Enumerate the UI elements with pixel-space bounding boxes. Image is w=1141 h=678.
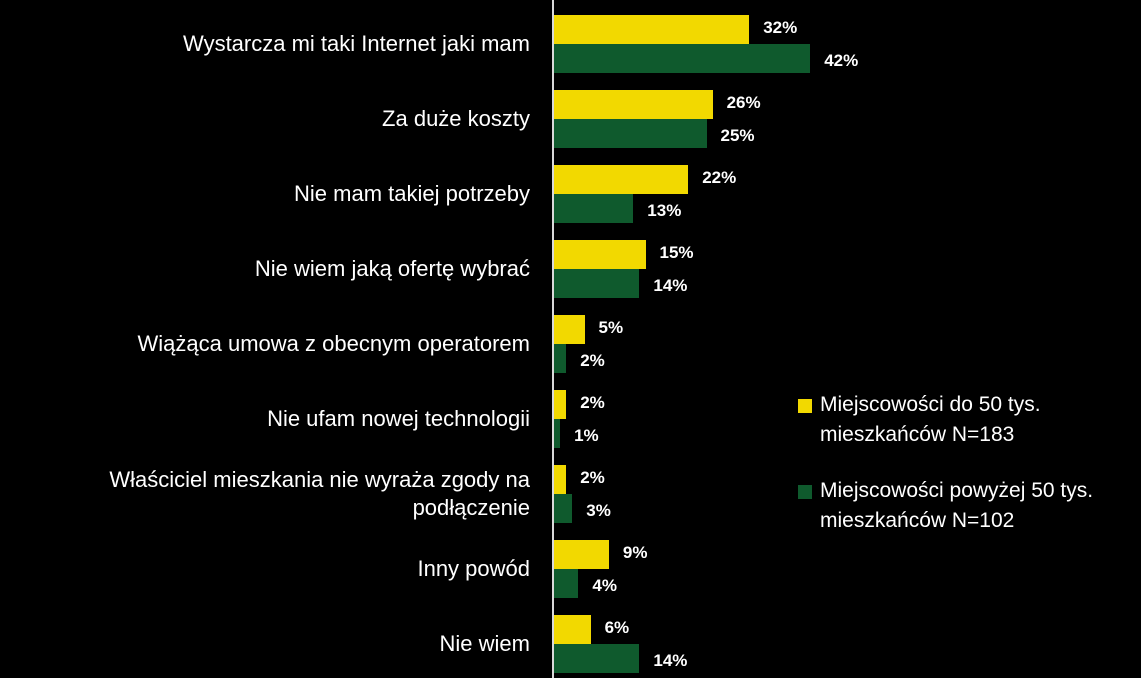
category-label: Nie ufam nowej technologii	[267, 406, 530, 431]
bar	[554, 540, 609, 569]
value-label: 14%	[653, 275, 688, 295]
bar	[554, 390, 567, 419]
bar	[554, 344, 567, 373]
value-label: 25%	[720, 125, 755, 145]
value-label: 14%	[653, 650, 688, 670]
bar	[554, 240, 646, 269]
bar	[554, 165, 689, 194]
axis-line	[552, 0, 554, 678]
bar	[554, 494, 573, 523]
value-label: 5%	[598, 317, 624, 337]
bar	[554, 119, 707, 148]
legend-label: Miejscowości powyżej 50 tys. mieszkańców…	[820, 479, 1094, 532]
value-label: 6%	[604, 617, 630, 637]
value-label: 2%	[580, 392, 605, 412]
value-label: 42%	[824, 50, 859, 70]
bar	[554, 569, 579, 598]
bar	[554, 419, 561, 448]
bar	[554, 15, 750, 44]
value-label: 1%	[574, 425, 599, 445]
value-label: 3%	[586, 500, 611, 520]
category-label: Właściciel mieszkania nie wyraża zgody n…	[109, 467, 530, 520]
value-label: 26%	[726, 92, 761, 112]
value-label: 32%	[763, 17, 798, 37]
bar	[554, 615, 591, 644]
category-label: Nie wiem	[439, 631, 530, 656]
value-label: 4%	[592, 575, 617, 595]
value-label: 9%	[622, 542, 648, 562]
bar	[554, 315, 585, 344]
legend-swatch	[798, 485, 812, 499]
legend-item: Miejscowości do 50 tys. mieszkańców N=18…	[798, 390, 1118, 450]
value-label: 13%	[647, 200, 682, 220]
legend-swatch	[798, 399, 812, 413]
value-label: 2%	[580, 350, 605, 370]
bar	[554, 644, 640, 673]
bar	[554, 194, 634, 223]
category-label: Nie wiem jaką ofertę wybrać	[254, 256, 530, 281]
category-label: Wiążąca umowa z obecnym operatorem	[137, 331, 531, 356]
bar	[554, 44, 811, 73]
category-label: Nie mam takiej potrzeby	[294, 181, 530, 206]
category-label: Za duże koszty	[382, 106, 530, 131]
category-label: Wystarcza mi taki Internet jaki mam	[183, 31, 530, 56]
bar	[554, 465, 567, 494]
legend-label: Miejscowości do 50 tys. mieszkańców N=18…	[820, 393, 1041, 446]
bar	[554, 90, 713, 119]
category-label: Inny powód	[417, 556, 530, 581]
bar	[554, 269, 640, 298]
value-label: 15%	[659, 242, 694, 262]
legend-item: Miejscowości powyżej 50 tys. mieszkańców…	[798, 476, 1118, 536]
value-label: 22%	[702, 167, 737, 187]
value-label: 2%	[580, 467, 605, 487]
